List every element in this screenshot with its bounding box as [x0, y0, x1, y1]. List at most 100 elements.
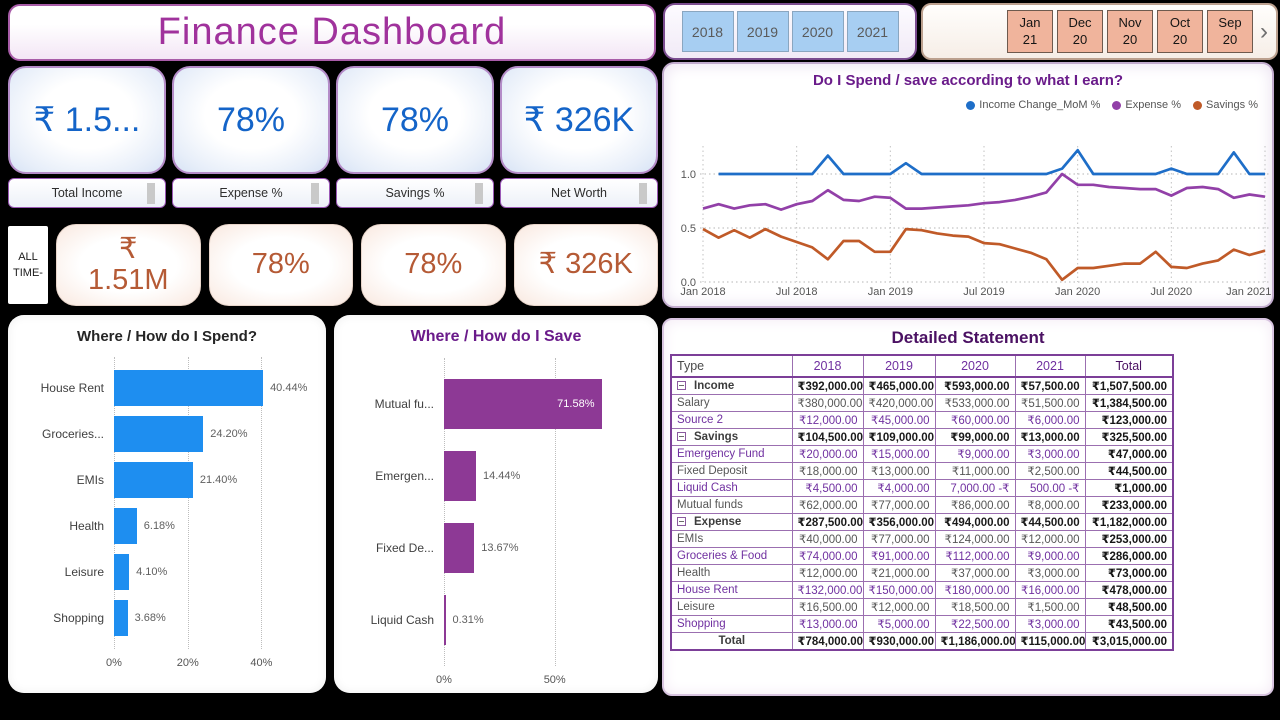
bar-emis[interactable]: [114, 462, 193, 498]
axis-tick-label: 20%: [176, 657, 199, 669]
cell-value: ₹13,000.00: [862, 462, 936, 480]
line-series-savings[interactable]: [702, 227, 1266, 282]
table-row-emergency-fund: Emergency Fund ₹20,000.00 ₹15,000.00 ₹9,000…: [670, 445, 1174, 463]
save-chart-plot: Mutual fu... 71.58% Emergen... 14.44% Fixed …: [334, 352, 658, 690]
bar-leisure[interactable]: [114, 554, 130, 590]
collapse-icon[interactable]: [677, 381, 686, 390]
x-axis-tick-label: Jan 2019: [867, 286, 913, 298]
cell-value: ₹99,000.00: [934, 428, 1016, 446]
row-label-text: Savings: [694, 431, 739, 443]
bar-liquid-cash[interactable]: [444, 595, 446, 645]
legend-item-income-change-mom[interactable]: Income Change_MoM %: [966, 99, 1100, 111]
bar-shopping[interactable]: [114, 600, 128, 636]
cell-value: ₹20,000.00: [791, 445, 864, 463]
month-name: Sep: [1218, 14, 1242, 30]
year-button-2018[interactable]: 2018: [681, 11, 734, 52]
cell-value: ₹12,000.00: [791, 411, 864, 429]
month-button-jan-21[interactable]: Jan 21: [1007, 10, 1053, 53]
bar-health[interactable]: [114, 508, 137, 544]
cell-value: ₹4,500.00: [791, 479, 864, 497]
gridline: [114, 357, 115, 649]
cell-value: ₹930,000.00: [862, 632, 936, 651]
column-header-2018: 2018: [791, 354, 864, 378]
scrollbar-thumb[interactable]: [475, 183, 483, 204]
bar-value-label: 24.20%: [210, 428, 248, 440]
bar-category-label: Emergen...: [375, 469, 434, 483]
scrollbar-thumb[interactable]: [311, 183, 319, 204]
kpi-card-savings: 78%: [336, 66, 494, 174]
cell-value: ₹3,000.00: [1014, 445, 1086, 463]
year-button-2021[interactable]: 2021: [846, 11, 899, 52]
bar-fixed-de[interactable]: [444, 523, 475, 573]
table-row-liquid-cash: Liquid Cash ₹4,500.00 ₹4,000.00 7,000.00 -₹…: [670, 479, 1174, 497]
bar-value-label: 40.44%: [270, 382, 308, 394]
scrollbar-thumb[interactable]: [147, 183, 155, 204]
x-axis-tick-label: Jan 2020: [1055, 286, 1101, 298]
bar-house-rent[interactable]: [114, 370, 264, 406]
month-button-nov-20[interactable]: Nov 20: [1107, 10, 1153, 53]
earn-line-chart-card: Do I Spend / save according to what I ea…: [662, 62, 1274, 308]
line-series-expense[interactable]: [702, 172, 1266, 211]
line-series-income-change-mom[interactable]: [718, 148, 1265, 176]
row-label-text: Health: [677, 567, 711, 579]
bar-row-mutual-fu: Mutual fu... 71.58%: [340, 368, 658, 440]
month-button-oct-20[interactable]: Oct 20: [1157, 10, 1203, 53]
bar-value-label: 4.10%: [136, 566, 168, 578]
kpi-value-line: 78%: [251, 248, 310, 281]
bar-category-label: Leisure: [64, 565, 104, 579]
table-header-row: Type 2018 2019 2020 2021 Total: [670, 354, 1174, 378]
cell-value: ₹380,000.00: [791, 394, 864, 412]
cell-value: ₹784,000.00: [791, 632, 864, 651]
cell-value: ₹37,000.00: [934, 564, 1016, 582]
cell-value: ₹3,000.00: [1014, 564, 1086, 582]
bar-emergen[interactable]: [444, 451, 476, 501]
gridline: [554, 358, 556, 666]
save-chart-title: Where / How do I Save: [410, 328, 582, 345]
bar-mutual-fu[interactable]: [444, 379, 603, 429]
month-button-dec-20[interactable]: Dec 20: [1057, 10, 1103, 53]
bar-groceries[interactable]: [114, 416, 204, 452]
legend-item-expense[interactable]: Expense %: [1112, 99, 1181, 111]
all-time-label: ALL TIME-: [8, 226, 48, 304]
kpi-label-expense: Expense %: [172, 178, 330, 208]
table-row-emis: EMIs ₹40,000.00 ₹77,000.00 ₹124,000.00 ₹12,0…: [670, 530, 1174, 548]
cell-value: ₹91,000.00: [862, 547, 936, 565]
kpi-value-line: 1.51M: [87, 264, 169, 296]
cell-value: ₹356,000.00: [862, 513, 936, 531]
legend-item-savings[interactable]: Savings %: [1193, 99, 1258, 111]
kpi-label-row: Total Income Expense % Savings % Net Worth: [8, 178, 658, 208]
cell-value: ₹21,000.00: [862, 564, 936, 582]
row-label-text: Leisure: [677, 601, 715, 613]
alltime-kpi-card-3: 78%: [361, 224, 506, 306]
axis-tick-label: 0%: [436, 674, 452, 686]
cell-value: ₹18,500.00: [934, 598, 1016, 616]
month-name: Dec: [1068, 14, 1092, 30]
cell-value: ₹4,000.00: [862, 479, 936, 497]
legend-dot-icon: [1112, 100, 1122, 110]
cell-value: ₹1,182,000.00: [1084, 513, 1174, 531]
scrollbar-thumb[interactable]: [639, 183, 647, 204]
chevron-right-icon[interactable]: ›: [1260, 17, 1268, 45]
bar-category-label: House Rent: [40, 381, 104, 395]
row-label-text: Mutual funds: [677, 499, 743, 511]
year-button-2020[interactable]: 2020: [791, 11, 844, 52]
collapse-icon[interactable]: [677, 432, 686, 441]
table-row-groceries-food: Groceries & Food ₹74,000.00 ₹91,000.00 ₹112…: [670, 547, 1174, 565]
month-button-sep-20[interactable]: Sep 20: [1207, 10, 1253, 53]
cell-value: ₹325,500.00: [1084, 428, 1174, 446]
kpi-value: 78%: [380, 100, 450, 139]
row-label-total: Total: [670, 632, 793, 651]
cell-value: ₹150,000.00: [862, 581, 936, 599]
detailed-statement-table: Type 2018 2019 2020 2021 Total Income ₹392,000.…: [670, 354, 1174, 651]
collapse-icon[interactable]: [677, 517, 686, 526]
year-button-2019[interactable]: 2019: [736, 11, 789, 52]
cell-value: ₹233,000.00: [1084, 496, 1174, 514]
cell-value: ₹18,000.00: [791, 462, 864, 480]
bar-x-axis: 0% 50%: [340, 674, 658, 690]
month-year: 20: [1222, 31, 1238, 47]
bar-value-label: 3.68%: [134, 612, 166, 624]
kpi-value: 78%: [216, 100, 286, 139]
cell-value: ₹86,000.00: [934, 496, 1016, 514]
table-row-expense: Expense ₹287,500.00 ₹356,000.00 ₹494,000.00…: [670, 513, 1174, 531]
